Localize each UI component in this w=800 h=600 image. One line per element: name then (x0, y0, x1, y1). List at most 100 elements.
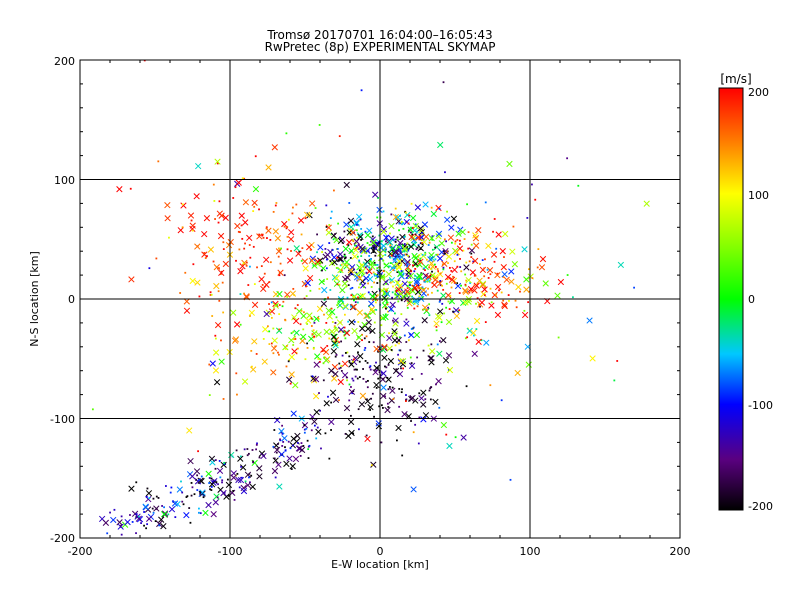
data-point-cross (387, 335, 393, 341)
data-point-dot (292, 344, 294, 346)
data-point-dot (309, 445, 311, 447)
data-point-dot (352, 240, 354, 242)
data-point-dot (325, 432, 327, 434)
data-point-cross (321, 301, 327, 307)
data-point-dot (527, 301, 529, 303)
data-point-cross (71, 100, 77, 106)
data-point-dot (203, 496, 205, 498)
data-point-dot (277, 443, 279, 445)
data-point-dot (392, 281, 394, 283)
data-point-cross (349, 319, 355, 325)
data-point-dot (197, 450, 199, 452)
data-point-cross (309, 258, 315, 264)
data-point-cross (317, 306, 323, 312)
data-point-cross (451, 216, 457, 222)
data-point-dot (246, 448, 248, 450)
data-point-dot (244, 243, 246, 245)
data-point-cross (264, 311, 270, 317)
data-point-cross (177, 487, 183, 493)
data-point-dot (421, 373, 423, 375)
data-point-cross (355, 341, 361, 347)
data-point-dot (344, 255, 346, 257)
data-point-dot (268, 303, 270, 305)
data-point-cross (360, 393, 366, 399)
data-point-cross (522, 312, 528, 318)
data-point-cross (512, 261, 518, 267)
data-point-cross (346, 433, 352, 439)
data-point-dot (423, 350, 425, 352)
data-point-dot (201, 476, 203, 478)
data-point-dot (192, 230, 194, 232)
data-point-dot (526, 217, 528, 219)
data-point-dot (261, 265, 263, 267)
data-point-dot (258, 208, 260, 210)
data-point-dot (250, 475, 252, 477)
data-point-dot (534, 199, 536, 201)
data-point-cross (329, 368, 335, 374)
data-point-cross (234, 322, 240, 328)
data-point-dot (347, 321, 349, 323)
data-point-dot (92, 408, 94, 410)
data-point-dot (402, 222, 404, 224)
data-point-dot (285, 348, 287, 350)
data-point-dot (459, 240, 461, 242)
data-point-dot (276, 452, 278, 454)
data-point-cross (257, 466, 263, 472)
data-point-dot (465, 262, 467, 264)
data-point-cross (418, 245, 424, 251)
data-point-dot (442, 268, 444, 270)
data-point-dot (441, 321, 443, 323)
data-point-dot (114, 509, 116, 511)
colorbar-gradient (719, 88, 743, 510)
data-point-cross (618, 262, 624, 268)
data-point-cross (288, 229, 294, 235)
data-point-dot (317, 358, 319, 360)
data-point-dot (243, 248, 245, 250)
data-point-dot (328, 242, 330, 244)
data-point-dot (385, 250, 387, 252)
data-point-dot (190, 522, 192, 524)
data-point-cross (294, 330, 300, 336)
x-axis-label: E-W location [km] (331, 558, 429, 571)
data-point-cross (250, 367, 256, 373)
data-point-dot (152, 508, 154, 510)
data-point-dot (250, 350, 252, 352)
data-point-dot (259, 457, 261, 459)
data-point-dot (409, 281, 411, 283)
data-point-cross (431, 211, 437, 217)
data-point-dot (427, 294, 429, 296)
data-point-dot (181, 492, 183, 494)
data-point-dot (168, 237, 170, 239)
data-point-dot (389, 386, 391, 388)
data-point-dot (323, 280, 325, 282)
data-point-dot (356, 229, 358, 231)
data-point-dot (418, 443, 420, 445)
data-point-dot (188, 507, 190, 509)
data-point-dot (483, 267, 485, 269)
data-point-dot (391, 255, 393, 257)
data-point-dot (275, 205, 277, 207)
data-point-dot (510, 479, 512, 481)
data-point-dot (240, 466, 242, 468)
data-point-dot (345, 286, 347, 288)
data-point-dot (253, 206, 255, 208)
data-point-dot (392, 286, 394, 288)
data-point-cross (324, 400, 330, 406)
data-point-dot (355, 376, 357, 378)
data-point-cross (429, 349, 435, 355)
data-point-dot (313, 348, 315, 350)
data-point-dot (155, 520, 157, 522)
data-point-dot (401, 388, 403, 390)
data-point-dot (316, 251, 318, 253)
data-point-dot (392, 398, 394, 400)
data-point-dot (375, 264, 377, 266)
data-point-dot (199, 493, 201, 495)
data-point-dot (416, 248, 418, 250)
data-point-cross (558, 279, 564, 285)
data-point-cross (331, 348, 337, 354)
data-point-dot (262, 284, 264, 286)
data-point-dot (396, 281, 398, 283)
data-point-dot (278, 313, 280, 315)
data-point-dot (440, 273, 442, 275)
data-point-dot (346, 377, 348, 379)
